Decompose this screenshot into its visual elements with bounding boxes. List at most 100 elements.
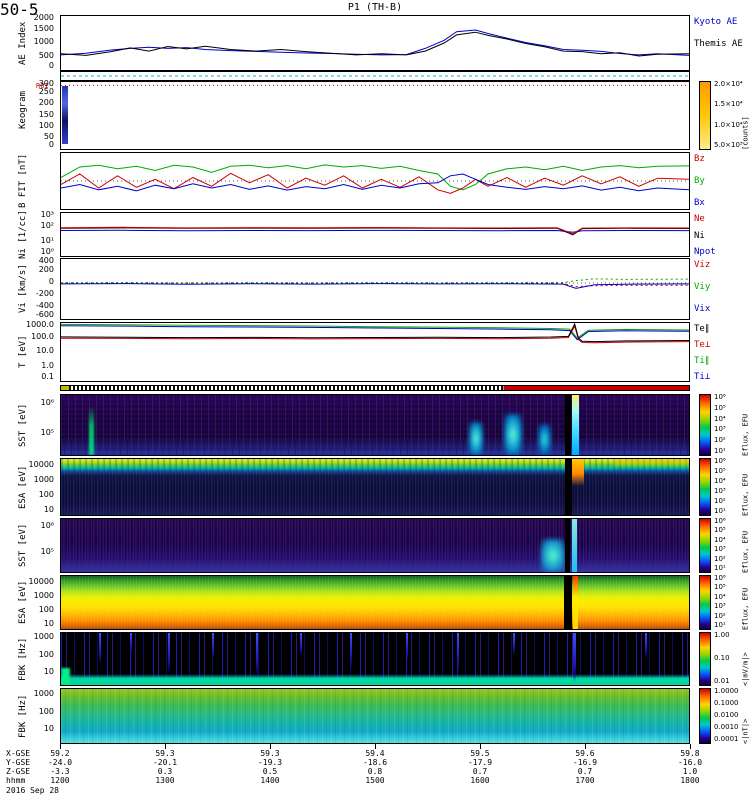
spectral-feature bbox=[89, 405, 95, 455]
noise-streak bbox=[406, 633, 409, 662]
x-tick-value: -3.3 bbox=[50, 767, 70, 776]
x-row-label: Z-GSE bbox=[6, 767, 31, 776]
y-tick-label: 10 bbox=[43, 504, 54, 514]
colorbar-tick-label: 1.00 bbox=[714, 631, 730, 639]
data-gap bbox=[564, 395, 571, 455]
panel-velocity bbox=[60, 258, 690, 320]
noise-streak bbox=[167, 633, 170, 674]
yticks-temperature: 1000.0 100.0 10.0 1.0 0.1 bbox=[0, 320, 57, 382]
colorbar-ticks-sst-electrons: 10⁶ 10⁵ 10⁴ 10³ 10² 10¹ bbox=[714, 518, 742, 573]
legend-density: Ne Ni Npot bbox=[694, 212, 749, 257]
x-tick-value: 59.4 bbox=[365, 749, 385, 758]
colorbar-tick-label: 10⁶ bbox=[714, 393, 726, 401]
legend-label-1: Ni bbox=[694, 230, 705, 241]
y-tick-label: 100 bbox=[38, 649, 54, 659]
colorbar-tick-label: 10² bbox=[714, 554, 726, 563]
colorbar-tick-label: 0.1000 bbox=[714, 699, 739, 707]
y-tick-label: 10³ bbox=[40, 210, 54, 219]
noise-streak bbox=[211, 633, 214, 659]
x-tick-value: 1200 bbox=[50, 776, 70, 785]
x-tick-mark bbox=[585, 744, 586, 749]
x-tick-value: 0.5 bbox=[262, 767, 278, 776]
y-tick-label: 150 bbox=[38, 109, 54, 119]
x-tick-value: 1400 bbox=[260, 776, 280, 785]
colorbar-ticks-sst-ions: 10⁶ 10⁵ 10⁴ 10³ 10² 10¹ bbox=[714, 394, 742, 456]
legend-label-2: Vix bbox=[694, 304, 711, 314]
x-tick-value: 59.2 bbox=[50, 749, 70, 758]
y-tick-label: 200 bbox=[38, 265, 54, 274]
colorbar-tick-label: 10⁶ bbox=[714, 517, 726, 525]
legend-ae: Kyoto AE Themis AE bbox=[694, 15, 749, 71]
colorbar-tick-label: 10³ bbox=[714, 602, 726, 611]
spectral-feature bbox=[613, 459, 689, 467]
y-tick-label: 0.1 bbox=[41, 372, 54, 381]
yticks-ae: 2000 1500 1000 500 0 bbox=[0, 13, 57, 71]
panel-fbk-b bbox=[60, 688, 690, 744]
colorbar-label-counts: [counts] bbox=[741, 116, 750, 150]
legend-label-0: Viz bbox=[694, 260, 711, 270]
event-streak bbox=[572, 576, 578, 629]
colorbar-tick-label: 10⁴ bbox=[714, 535, 726, 544]
colorbar-tick-label: 10² bbox=[714, 497, 726, 505]
x-tick-value: -20.1 bbox=[152, 758, 178, 767]
y-tick-label: 10¹ bbox=[40, 235, 54, 245]
colorbar-tick-label: 1.5×10⁴ bbox=[714, 100, 743, 109]
date-label: 2016 Sep 28 bbox=[6, 786, 59, 795]
colorbar-tick-label: 10⁵ bbox=[714, 526, 726, 535]
x-tick-value: -16.0 bbox=[677, 758, 703, 767]
y-tick-label: -200 bbox=[35, 289, 54, 298]
y-tick-label: 300 bbox=[38, 79, 54, 88]
colorbar-tick-label: 10¹ bbox=[714, 447, 726, 455]
panel-bfit bbox=[60, 152, 690, 210]
spectral-feature bbox=[538, 423, 552, 455]
x-tick-value: 1300 bbox=[155, 776, 175, 785]
x-tick-value: 59.5 bbox=[470, 749, 490, 758]
colorbar-tick-label: 10² bbox=[714, 436, 726, 445]
y-tick-label: 2000 bbox=[33, 13, 54, 22]
colorbar-ticks-esa-electrons: 10⁶ 10⁵ 10⁴ 10³ 10² 10¹ bbox=[714, 575, 742, 630]
x-tick-value: 1800 bbox=[680, 776, 700, 785]
y-tick-label: 10000 bbox=[28, 576, 54, 586]
y-tick-label: 1000.0 bbox=[26, 320, 54, 329]
yticks-esa-ions: 10000 1000 100 10 bbox=[0, 458, 57, 516]
y-tick-label: 5 bbox=[0, 0, 10, 19]
y-tick-label: 10 bbox=[43, 666, 54, 676]
x-tick-value: 0.7 bbox=[577, 767, 593, 776]
colorbar-label-esa-electrons: Eflux, EFU bbox=[741, 587, 750, 630]
y-tick-label: 100 bbox=[38, 706, 54, 716]
y-tick-label: 10⁶ bbox=[40, 398, 54, 408]
panel-ae-index bbox=[60, 15, 690, 71]
colorbar-tick-label: 1.0000 bbox=[714, 687, 739, 695]
x-row-label: hhmm bbox=[6, 776, 26, 785]
noise-streak bbox=[299, 633, 302, 657]
legend-temperature: Te∥ Te⊥ Ti∥ Ti⊥ bbox=[694, 322, 749, 382]
yticks-sst-electrons: 10⁶ 10⁵ bbox=[0, 518, 57, 573]
colorbar-tick-label: 10¹ bbox=[714, 621, 726, 629]
x-tick-mark bbox=[375, 744, 376, 749]
yticks-bfit: 50-5 bbox=[0, 0, 750, 58]
y-tick-label: 1500 bbox=[33, 23, 54, 33]
event-streak bbox=[571, 395, 579, 455]
x-axis-row: X-GSE 59.2 59.3 59.3 59.4 59.5 59.6 59.8 bbox=[0, 749, 750, 758]
noise-streak bbox=[130, 633, 133, 654]
y-tick-label: 10⁰ bbox=[40, 247, 54, 256]
spectral-feature bbox=[61, 668, 70, 685]
colorbar-fbk-b bbox=[699, 688, 711, 744]
x-tick-value: -24.0 bbox=[47, 758, 73, 767]
data-gap bbox=[564, 576, 573, 629]
colorbar-keogram bbox=[699, 81, 711, 150]
x-tickmarks bbox=[0, 744, 750, 749]
x-axis-block: X-GSE 59.2 59.3 59.3 59.4 59.5 59.6 59.8 Y-GSE -2… bbox=[0, 749, 750, 799]
y-tick-label: 1.0 bbox=[41, 360, 54, 370]
x-tick-mark bbox=[480, 744, 481, 749]
legend-label-2: Bx bbox=[694, 198, 705, 208]
colorbar-tick-label: 10⁶ bbox=[714, 574, 726, 582]
legend-bfit: Bz By Bx bbox=[694, 152, 749, 210]
legend-label-0: Bz bbox=[694, 154, 705, 164]
keogram-data-patch bbox=[62, 86, 68, 144]
y-tick-label: 0 bbox=[9, 0, 20, 19]
colorbar-tick-label: 10¹ bbox=[714, 564, 726, 572]
ylabel-bfit: B FIT [nT] bbox=[18, 153, 28, 209]
colorbar-tick-label: 10³ bbox=[714, 545, 726, 554]
legend-label-3: Ti⊥ bbox=[694, 372, 711, 382]
